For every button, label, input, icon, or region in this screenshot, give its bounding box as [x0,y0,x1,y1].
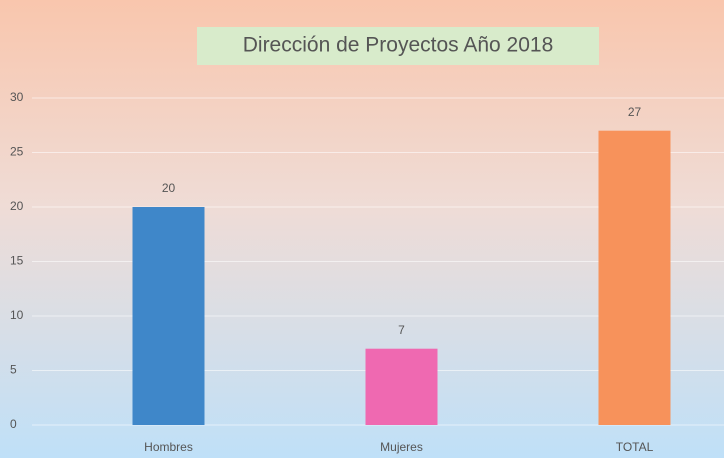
y-tick-label: 15 [10,254,24,268]
data-label: 20 [162,181,176,195]
y-tick-label: 5 [10,363,17,377]
title-box [197,27,599,65]
bar [365,348,438,425]
bar [132,207,205,425]
x-tick-label: Mujeres [380,440,423,454]
chart-title: Dirección de Proyectos Año 2018 [243,34,554,57]
x-tick-label: Hombres [144,440,193,454]
y-tick-label: 0 [10,417,17,431]
y-tick-label: 10 [10,308,24,322]
y-tick-label: 25 [10,145,24,159]
y-tick-label: 20 [10,199,24,213]
data-label: 7 [398,323,405,337]
bar [598,130,671,425]
y-tick-label: 30 [10,90,24,104]
x-tick-label: TOTAL [616,440,654,454]
data-label: 27 [628,105,642,119]
